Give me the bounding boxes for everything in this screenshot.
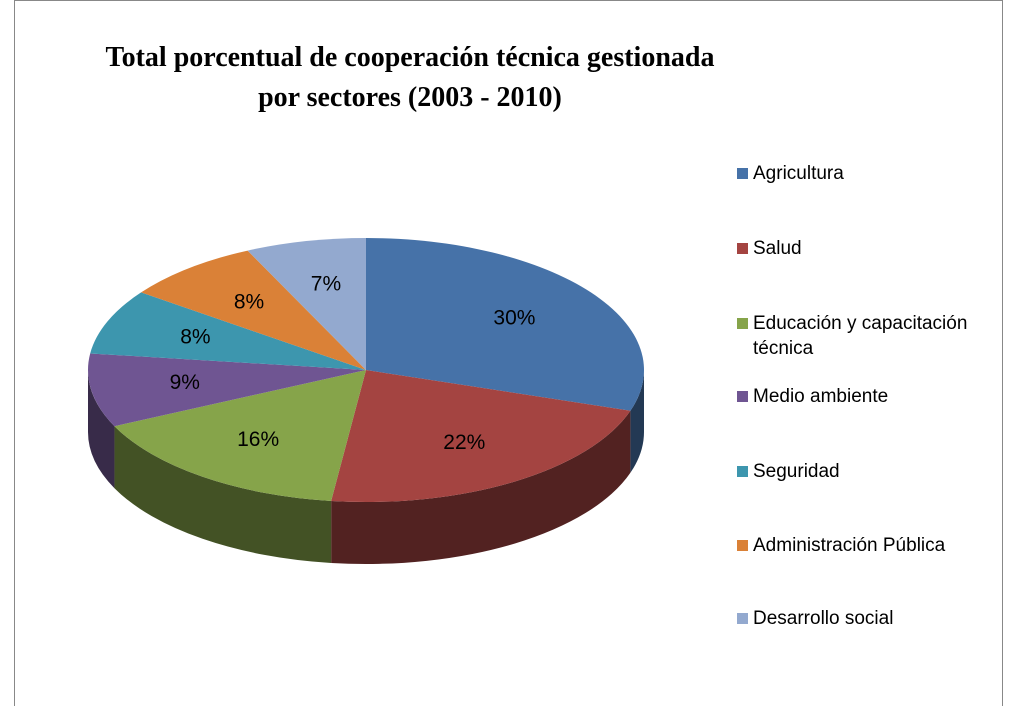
data-label: 7% [311, 273, 341, 296]
pie-slice [141, 250, 366, 370]
data-label: 8% [234, 290, 264, 313]
pie-slice [247, 238, 366, 370]
legend-swatch [737, 613, 748, 624]
legend-item: Seguridad [737, 459, 997, 484]
legend-item: Desarrollo social [737, 606, 997, 631]
pie-slice [114, 370, 367, 501]
pie-sides [88, 370, 644, 564]
legend-swatch [737, 318, 748, 329]
data-labels: 30% 22% 16% 9% 8% 8% 7% [170, 273, 536, 455]
legend-item: Administración Pública [737, 533, 997, 558]
legend-swatch [737, 466, 748, 477]
legend-label: Seguridad [753, 461, 840, 482]
legend-label: Educación y capacitación técnica [753, 313, 968, 359]
legend-label: Medio ambiente [753, 386, 889, 407]
data-label: 22% [443, 431, 485, 454]
data-label: 9% [170, 371, 200, 394]
chart-border [14, 0, 1003, 706]
pie-tops [87, 238, 644, 502]
slice-side [88, 370, 115, 489]
legend-item: Salud [737, 236, 997, 261]
pie-slice [331, 370, 631, 502]
legend-swatch [737, 540, 748, 551]
pie-slice [87, 353, 366, 427]
data-label: 8% [180, 325, 210, 348]
legend-item: Educación y capacitación técnica [737, 311, 997, 361]
legend-swatch [737, 243, 748, 254]
legend-label: Salud [753, 238, 802, 259]
legend-item: Medio ambiente [737, 384, 997, 409]
data-label: 30% [493, 306, 535, 329]
legend-swatch [737, 391, 748, 402]
legend-label: Desarrollo social [753, 608, 894, 629]
data-label: 16% [237, 428, 279, 451]
slice-side [630, 370, 644, 473]
chart-title: Total porcentual de cooperación técnica … [105, 42, 715, 113]
pie-slice [90, 292, 367, 370]
legend-label: Administración Pública [753, 535, 946, 556]
legend-label: Agricultura [753, 163, 844, 184]
legend-item: Agricultura [737, 161, 997, 186]
slice-side [114, 426, 332, 563]
pie-slice [366, 238, 644, 411]
legend-swatch [737, 168, 748, 179]
slice-side [331, 410, 631, 564]
